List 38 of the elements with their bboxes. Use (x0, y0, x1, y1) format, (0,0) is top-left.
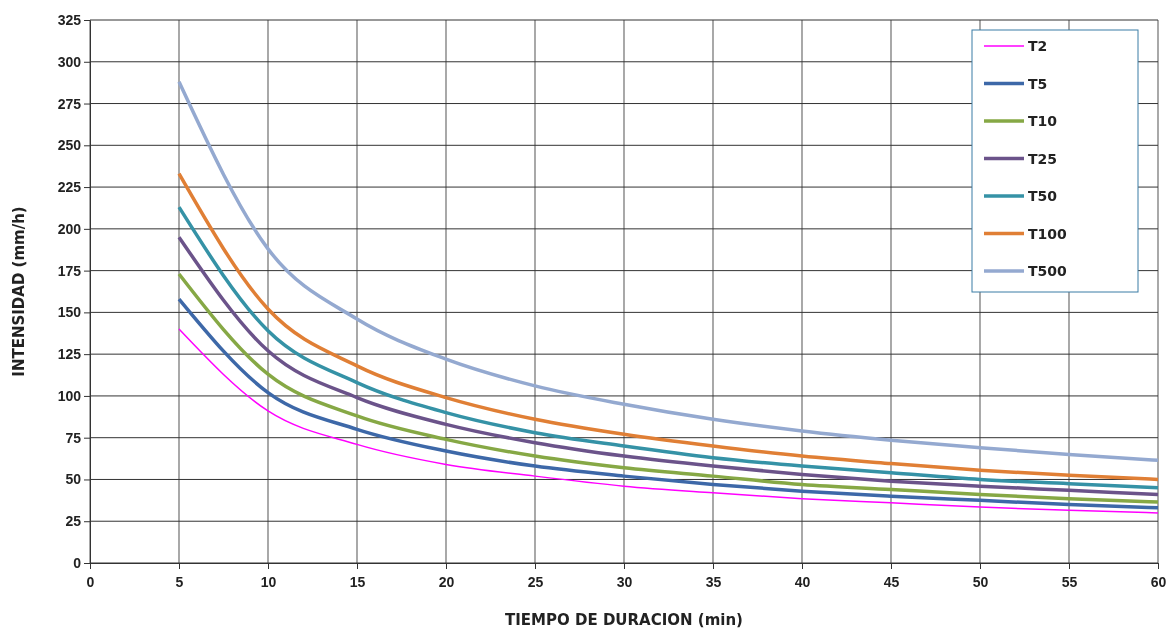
y-tick-label: 0 (73, 554, 82, 571)
y-tick-label: 125 (57, 346, 82, 363)
y-tick-label: 150 (57, 304, 82, 321)
y-axis-title: INTENSIDAD (mm/h) (10, 206, 28, 377)
x-tick-label: 5 (175, 574, 184, 591)
y-tick-label: 75 (65, 429, 82, 446)
legend-label: T10 (1028, 113, 1058, 129)
x-tick-label: 45 (883, 574, 900, 591)
x-tick-label: 25 (527, 574, 544, 591)
legend-label: T5 (1028, 75, 1048, 92)
legend-label: T25 (1028, 150, 1058, 167)
x-tick-label: 40 (794, 574, 811, 591)
x-tick-label: 50 (972, 574, 989, 591)
y-tick-label: 250 (57, 137, 82, 154)
x-tick-label: 35 (705, 574, 722, 591)
x-tick-label: 15 (349, 574, 366, 591)
y-tick-label: 50 (65, 471, 82, 488)
line-series (178, 328, 1159, 514)
legend-label: T2 (1028, 38, 1048, 54)
y-tick-label: 325 (57, 11, 82, 28)
x-tick-label: 60 (1150, 574, 1167, 591)
legend-label: T100 (1028, 225, 1068, 242)
x-tick-label: 20 (438, 574, 455, 591)
y-tick-label: 275 (57, 95, 82, 112)
legend-label: T50 (1028, 188, 1058, 204)
x-tick-label: 55 (1061, 574, 1078, 591)
x-tick-label: 30 (616, 574, 633, 591)
y-tick-label: 200 (57, 220, 82, 237)
y-tick-label: 225 (57, 179, 82, 196)
x-axis-title: TIEMPO DE DURACION (min) (505, 611, 743, 629)
legend-label: T500 (1028, 263, 1068, 279)
x-tick-label: 0 (86, 574, 95, 591)
y-tick-label: 100 (57, 387, 82, 404)
x-tick-label: 10 (260, 574, 277, 591)
y-tick-label: 300 (57, 53, 82, 70)
y-tick-label: 175 (57, 262, 82, 279)
line-series (177, 80, 1160, 462)
y-tick-label: 25 (65, 513, 82, 530)
